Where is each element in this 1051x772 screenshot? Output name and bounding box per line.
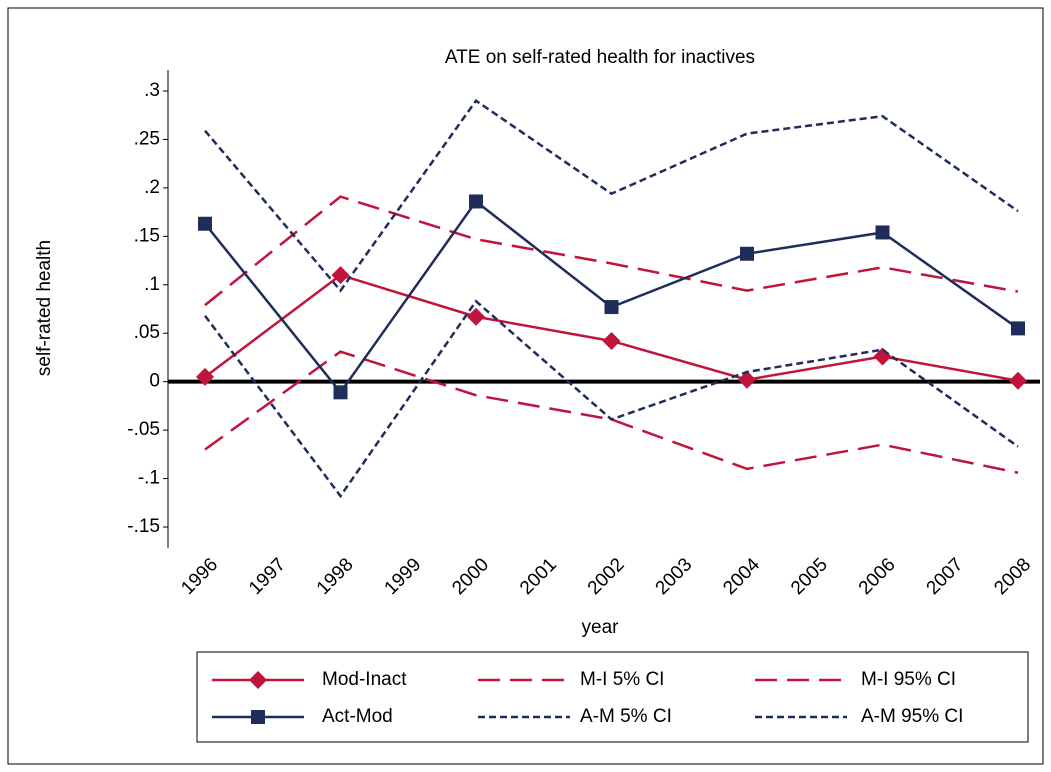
legend-marker	[251, 710, 265, 724]
legend-label: M-I 5% CI	[580, 669, 664, 690]
y-tick-label: .3	[144, 80, 160, 101]
marker	[469, 194, 483, 209]
marker	[738, 370, 756, 389]
x-axis-label: year	[582, 617, 620, 638]
marker	[875, 225, 890, 240]
marker	[740, 246, 754, 261]
series-line	[204, 98, 1019, 293]
legend-label: A-M 95% CI	[861, 706, 963, 727]
marker	[196, 367, 214, 386]
chart-frame	[7, 7, 1044, 765]
chart-title: ATE on self-rated health for inactives	[445, 47, 755, 68]
marker	[467, 307, 485, 326]
legend-label: A-M 5% CI	[580, 706, 672, 727]
y-tick-label: .25	[134, 128, 160, 149]
y-tick-label: -.1	[138, 468, 160, 489]
y-tick-label: .1	[144, 274, 160, 295]
y-tick-label: .05	[134, 322, 160, 343]
y-tick-label: -.05	[127, 419, 160, 440]
y-tick-label: .2	[144, 177, 160, 198]
marker	[1011, 321, 1025, 336]
marker	[198, 216, 212, 231]
legend-label: Act-Mod	[322, 706, 393, 727]
legend-marker	[249, 671, 267, 689]
series-line	[204, 195, 1019, 307]
marker	[1009, 371, 1027, 390]
y-tick-label: 0	[149, 371, 160, 392]
marker	[333, 385, 348, 400]
series-line	[204, 350, 1019, 474]
y-tick-label: -.15	[127, 516, 160, 537]
y-axis-label: self-rated health	[34, 240, 55, 376]
series-line	[204, 299, 1019, 499]
marker	[331, 266, 350, 285]
marker	[604, 300, 619, 315]
legend-label: M-I 95% CI	[861, 669, 956, 690]
legend-box	[196, 651, 1029, 743]
y-tick-label: .15	[134, 225, 160, 246]
marker	[602, 331, 621, 350]
legend-label: Mod-Inact	[322, 669, 407, 690]
